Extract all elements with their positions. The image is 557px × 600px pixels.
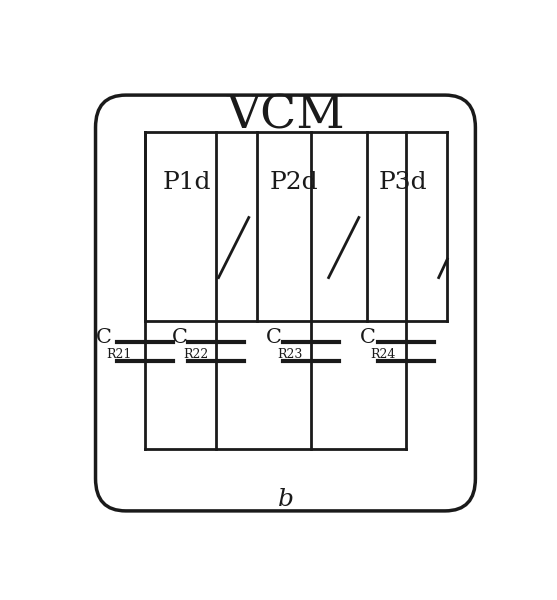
Text: R23: R23 bbox=[277, 348, 302, 361]
Text: VCM: VCM bbox=[226, 93, 345, 139]
Text: C: C bbox=[172, 328, 188, 347]
Text: R24: R24 bbox=[370, 348, 396, 361]
Text: R22: R22 bbox=[183, 348, 208, 361]
Text: P3d: P3d bbox=[378, 172, 427, 194]
Text: b: b bbox=[277, 488, 294, 511]
Text: R21: R21 bbox=[106, 348, 131, 361]
Text: P2d: P2d bbox=[270, 172, 318, 194]
Text: C: C bbox=[266, 328, 282, 347]
Text: P1d: P1d bbox=[163, 172, 211, 194]
FancyBboxPatch shape bbox=[96, 95, 476, 511]
Text: C: C bbox=[96, 328, 111, 347]
Text: C: C bbox=[360, 328, 375, 347]
